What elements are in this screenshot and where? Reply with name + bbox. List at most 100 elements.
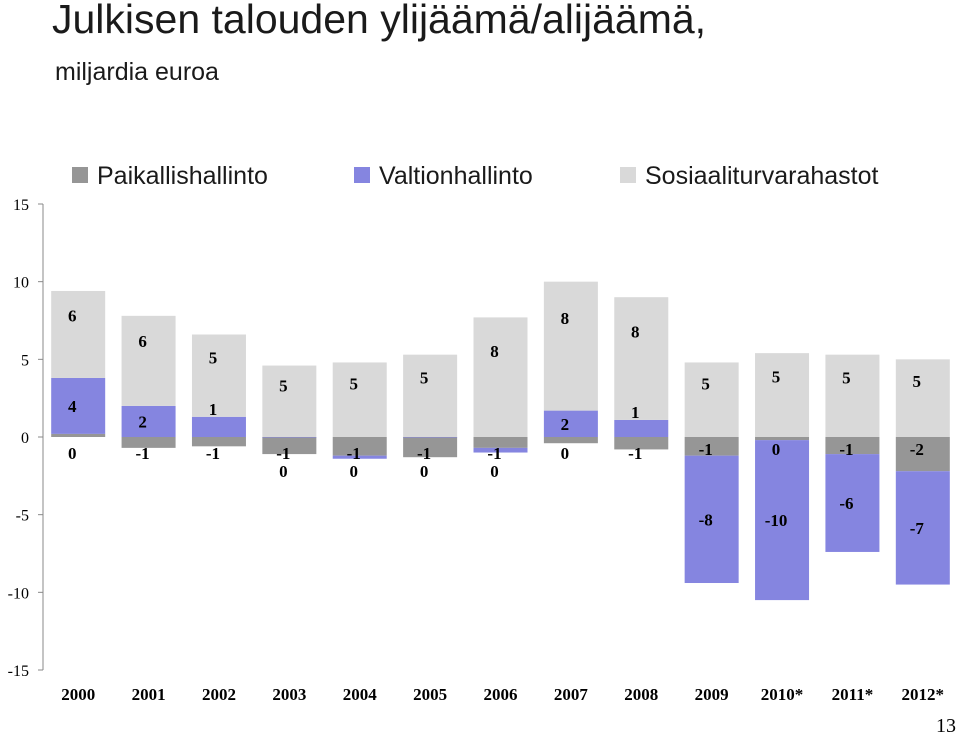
y-tick-label: 0 [21, 430, 29, 447]
bar-segment [473, 317, 528, 437]
x-tick-label: 2012* [902, 685, 945, 704]
page-number: 13 [936, 715, 956, 737]
bar-segment [895, 471, 950, 585]
data-label: 5 [209, 349, 218, 368]
data-label: 5 [420, 369, 429, 388]
data-label: 2 [138, 412, 147, 431]
bar-segment [755, 353, 810, 437]
x-tick-label: 2007 [554, 685, 589, 704]
data-label: 5 [842, 369, 851, 388]
data-label: 8 [631, 323, 640, 342]
data-label: 5 [772, 368, 781, 387]
data-label: -1 [276, 444, 290, 463]
y-tick-label: -15 [8, 663, 29, 680]
legend-swatch [354, 167, 370, 183]
data-label: 8 [490, 342, 499, 361]
data-label: 4 [68, 397, 77, 416]
x-tick-label: 2002 [202, 685, 236, 704]
bar-segment [755, 437, 810, 441]
bar-segment [262, 437, 317, 438]
bar-segment [684, 437, 739, 456]
bar-segment [755, 440, 810, 601]
x-tick-label: 2006 [484, 685, 518, 704]
bar-segment [191, 437, 246, 447]
y-tick-label: -10 [8, 585, 29, 602]
bar-segment [121, 315, 176, 406]
bar-segment [543, 281, 598, 411]
bar-segment [51, 290, 106, 378]
bar-segment [51, 377, 106, 434]
data-label: -1 [206, 444, 220, 463]
x-tick-label: 2008 [624, 685, 658, 704]
legend-label: Paikallishallinto [97, 162, 268, 190]
data-label: -2 [910, 440, 924, 459]
bar-segment [684, 362, 739, 437]
data-label: -1 [347, 444, 361, 463]
bar-segment [614, 419, 669, 437]
y-tick-label: 5 [21, 352, 29, 369]
data-label: 5 [701, 374, 710, 393]
bar-segment [825, 437, 880, 455]
bar-segment [614, 297, 669, 420]
bar-segment [121, 405, 176, 437]
bar-segment [332, 362, 387, 437]
data-label: 5 [349, 374, 358, 393]
bar-segment [403, 437, 458, 438]
bar-segment [191, 416, 246, 437]
x-tick-label: 2003 [272, 685, 306, 704]
bar-segment [543, 437, 598, 444]
chart-title: Julkisen talouden ylijäämä/alijäämä, [52, 0, 707, 42]
x-tick-label: 2011* [832, 685, 874, 704]
bar-segment [895, 437, 950, 472]
data-label: 0 [772, 440, 781, 459]
y-tick-label: -5 [16, 508, 29, 525]
data-label: 0 [490, 462, 499, 481]
chart-subtitle: miljardia euroa [55, 58, 219, 86]
data-label: 6 [138, 332, 147, 351]
data-label: -10 [765, 511, 788, 530]
data-label: 5 [279, 377, 288, 396]
x-tick-label: 2000 [61, 685, 95, 704]
x-tick-label: 2004 [343, 685, 378, 704]
data-label: 5 [913, 372, 922, 391]
data-label: 6 [68, 306, 77, 325]
data-label: 2 [561, 415, 570, 434]
data-label: 0 [420, 462, 429, 481]
legend-label: Valtionhallinto [379, 162, 533, 190]
bar-segment [332, 437, 387, 456]
x-tick-label: 2010* [761, 685, 804, 704]
data-label: 8 [561, 309, 570, 328]
bar-segment [403, 437, 458, 458]
data-label: -6 [839, 494, 853, 513]
bar-segment [543, 410, 598, 437]
bar-segment [614, 437, 669, 450]
data-label: 0 [68, 444, 77, 463]
legend-label: Sosiaaliturvarahastot [645, 162, 879, 190]
x-tick-label: 2005 [413, 685, 447, 704]
data-label: -1 [628, 444, 642, 463]
bar-segment [825, 454, 880, 552]
bar-segment [191, 334, 246, 417]
data-label: -8 [699, 510, 713, 529]
bar-segment [262, 365, 317, 437]
x-tick-label: 2009 [695, 685, 729, 704]
bar-segment [473, 437, 528, 448]
bar-segment [684, 455, 739, 584]
data-label: -1 [487, 444, 501, 463]
data-label: 0 [561, 444, 570, 463]
data-label: 0 [349, 462, 358, 481]
bar-segment [825, 354, 880, 437]
data-label: -7 [910, 519, 925, 538]
data-label: -1 [699, 440, 713, 459]
data-label: 1 [209, 400, 218, 419]
bar-segment [121, 437, 176, 448]
y-tick-label: 15 [13, 197, 29, 214]
data-label: -1 [135, 444, 149, 463]
data-label: 1 [631, 403, 640, 422]
bar-segment [403, 354, 458, 437]
bar-segment [51, 433, 106, 437]
bar-segment [895, 359, 950, 437]
y-tick-label: 10 [13, 275, 29, 292]
data-label: 0 [279, 462, 288, 481]
